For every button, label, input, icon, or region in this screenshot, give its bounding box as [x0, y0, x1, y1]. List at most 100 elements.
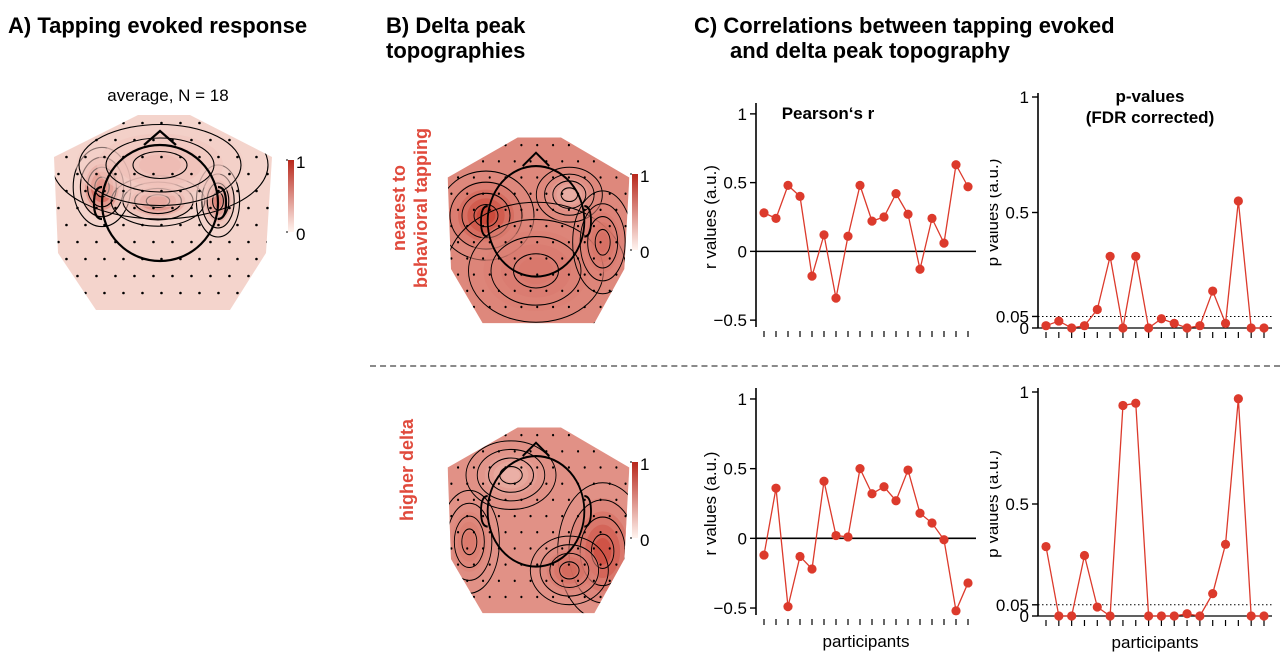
- data-point: [1067, 323, 1076, 332]
- electrode-dot: [593, 450, 595, 452]
- data-point: [1067, 611, 1076, 620]
- electrode-dot: [514, 160, 516, 162]
- electrode-dot: [255, 292, 258, 295]
- electrode-dot: [609, 580, 611, 582]
- row-label-higher-line1: higher delta: [396, 380, 418, 560]
- y-tick-label: 0: [1020, 319, 1029, 338]
- electrode-dot: [529, 515, 531, 517]
- electrode-dot: [65, 122, 68, 125]
- electrode-dot: [76, 241, 79, 244]
- electrode-dot: [141, 292, 144, 295]
- data-point: [1080, 321, 1089, 330]
- y-tick-label: 0.5: [1005, 204, 1029, 223]
- electrode-dot: [482, 257, 484, 259]
- electrode-dot: [160, 190, 163, 193]
- electrode-dot: [529, 192, 531, 194]
- electrode-dot: [489, 596, 491, 598]
- electrode-dot: [103, 258, 106, 261]
- data-point: [891, 189, 900, 198]
- data-point: [1041, 321, 1050, 330]
- electrode-dot: [529, 547, 531, 549]
- cbar-a-min: 0: [296, 225, 305, 242]
- electrode-dot: [255, 224, 258, 227]
- electrode-dot: [545, 482, 547, 484]
- electrode-dot: [615, 306, 617, 308]
- electrode-dot: [568, 273, 570, 275]
- electrode-dot: [520, 531, 522, 533]
- electrode-dot: [536, 144, 538, 146]
- electrode-dot: [599, 241, 601, 243]
- electrode-dot: [236, 122, 239, 125]
- electrode-dot: [247, 275, 250, 278]
- electrode-dot: [615, 531, 617, 533]
- electrode-dot: [561, 160, 563, 162]
- electrode-dot: [536, 209, 538, 211]
- data-point: [771, 484, 780, 493]
- electrode-dot: [122, 122, 125, 125]
- electrode-dot: [171, 173, 174, 176]
- row-label-nearest-line2: behavioral tapping: [410, 108, 432, 308]
- electrode-dot: [152, 275, 155, 278]
- electrode-dot: [450, 547, 452, 549]
- electrode-dot: [514, 482, 516, 484]
- electrode-dot: [552, 241, 554, 243]
- electrode-dot: [599, 176, 601, 178]
- data-point: [795, 552, 804, 561]
- electrode-dot: [141, 224, 144, 227]
- electrode-dot: [609, 482, 611, 484]
- electrode-dot: [545, 547, 547, 549]
- electrode-dot: [57, 207, 60, 210]
- data-point: [951, 160, 960, 169]
- electrode-dot: [609, 515, 611, 517]
- cbar-b2-max: 1: [640, 455, 649, 474]
- data-point: [1144, 323, 1153, 332]
- row-divider: [370, 365, 1280, 367]
- electrode-dot: [152, 173, 155, 176]
- electrode-dot: [266, 207, 269, 210]
- data-point: [819, 477, 828, 486]
- cbar-a-max: 1: [296, 153, 305, 172]
- electrode-dot: [615, 596, 617, 598]
- average-map-title: average, N = 18: [88, 86, 248, 106]
- electrode-dot: [529, 482, 531, 484]
- y-axis-label: r values (a.u.): [701, 452, 720, 556]
- electrode-dot: [114, 139, 117, 142]
- electrode-dot: [266, 275, 269, 278]
- electrode-dot: [450, 515, 452, 517]
- electrode-dot: [466, 160, 468, 162]
- electrode-dot: [529, 257, 531, 259]
- electrode-dot: [529, 580, 531, 582]
- electrode-dot: [489, 176, 491, 178]
- y-tick-label: −0.5: [713, 311, 747, 330]
- electrode-dot: [466, 515, 468, 517]
- electrode-dot: [489, 144, 491, 146]
- panel-c-title-line2: and delta peak topography: [694, 38, 1115, 63]
- electrode-dot: [520, 466, 522, 468]
- electrode-dot: [584, 176, 586, 178]
- electrode-dot: [179, 156, 182, 159]
- panel-b-colorbar-1: 1 0: [626, 164, 666, 264]
- electrode-dot: [593, 225, 595, 227]
- electrode-dot: [568, 209, 570, 211]
- electrode-dot: [593, 580, 595, 582]
- data-point: [939, 535, 948, 544]
- electrode-dot: [482, 225, 484, 227]
- electrode-dot: [489, 273, 491, 275]
- data-point: [867, 217, 876, 226]
- electrode-dot: [84, 190, 87, 193]
- data-point: [1106, 611, 1115, 620]
- data-point: [927, 518, 936, 527]
- row-label-nearest: nearest to behavioral tapping: [388, 108, 432, 308]
- electrode-dot: [584, 306, 586, 308]
- panel-a-title: A) Tapping evoked response: [8, 13, 307, 38]
- data-point: [843, 532, 852, 541]
- data-point: [1144, 611, 1153, 620]
- electrode-dot: [631, 306, 633, 308]
- y-tick-label: −0.5: [713, 599, 747, 618]
- data-point: [1259, 323, 1268, 332]
- electrode-dot: [114, 207, 117, 210]
- electrode-dot: [228, 173, 231, 176]
- electrode-dot: [236, 258, 239, 261]
- electrode-dot: [520, 241, 522, 243]
- panel-b-title-line1: B) Delta peak: [386, 13, 525, 38]
